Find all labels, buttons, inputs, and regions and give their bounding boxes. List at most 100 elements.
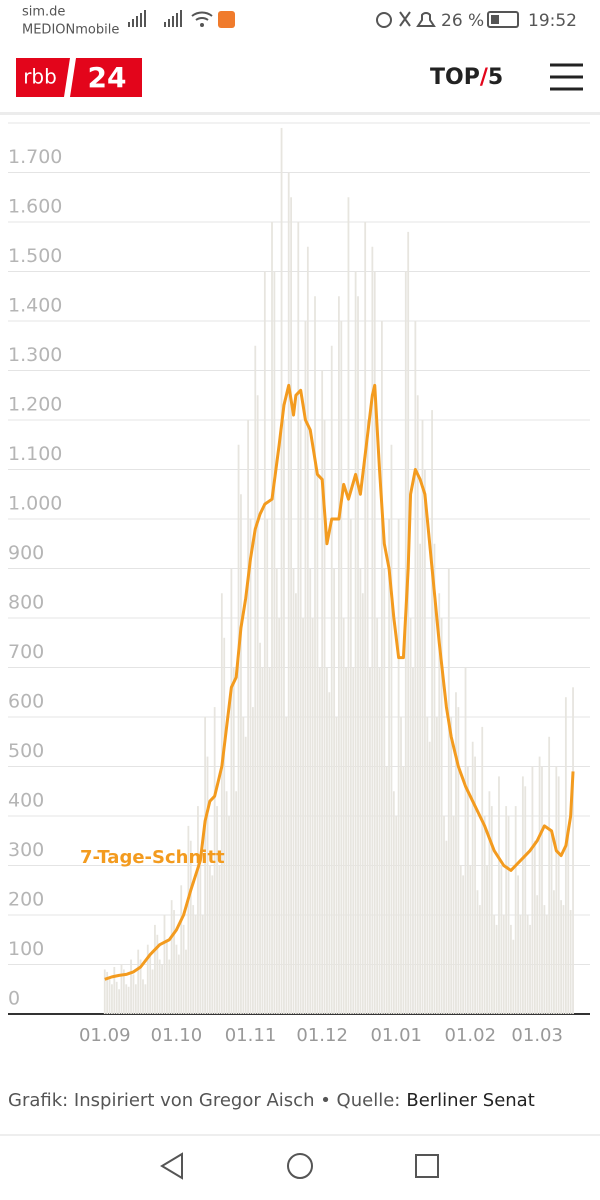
y-tick-label: 500 [8,740,44,762]
bar [526,915,529,1014]
bar [108,979,111,1014]
bar [572,687,574,1014]
bar [553,890,555,1014]
y-tick-label: 1.100 [8,443,62,465]
bar [545,915,548,1014]
bar [402,766,405,1014]
bar [412,667,414,1014]
bar [240,494,242,1014]
bar [490,806,493,1014]
bar [361,593,364,1014]
bar [395,816,398,1014]
y-tick-label: 1.500 [8,245,62,267]
bar [342,618,345,1014]
home-button[interactable] [287,1153,313,1179]
y-tick-label: 700 [8,641,44,663]
credit-line: Grafik: Inspiriert von Gregor Aisch • Qu… [8,1090,535,1111]
source-link[interactable]: Berliner Senat [406,1090,534,1111]
bar [378,667,381,1014]
bar [483,816,486,1014]
bar [261,667,264,1014]
bar [392,791,395,1014]
bar [306,246,309,1014]
bar [256,395,259,1014]
recents-button[interactable] [415,1154,439,1178]
x-tick-label: 01.02 [445,1025,497,1046]
y-tick-label: 1.600 [8,196,62,218]
bar [278,618,281,1014]
bar [185,949,187,1014]
clock: 19:52 [528,11,577,31]
top5-link[interactable]: TOP/5 [430,65,503,90]
network: MEDIONmobile [22,23,119,38]
bar [340,321,343,1014]
bar [321,370,324,1014]
bar [447,568,450,1014]
bar [569,910,572,1014]
bar [560,900,562,1014]
bar [388,519,390,1014]
bar [333,568,336,1014]
bar [548,736,551,1014]
bar [283,420,285,1014]
bar [230,568,233,1014]
bar [364,222,367,1014]
bar [407,231,410,1014]
bar [481,726,484,1014]
y-tick-label: 0 [8,988,20,1010]
bar [144,984,147,1014]
bar [249,519,252,1014]
bar [383,568,386,1014]
x-tick-label: 01.11 [225,1025,277,1046]
bar [199,865,202,1014]
bar [170,900,173,1014]
bar [507,816,510,1014]
bar [156,934,159,1014]
bar [397,519,400,1014]
bar [115,981,118,1014]
bar [345,667,347,1014]
bar [130,959,132,1014]
bar [328,692,331,1014]
logo-24: 24 [88,61,127,94]
bar [290,197,293,1014]
bar [273,271,276,1014]
bar [177,954,180,1014]
menu-button[interactable] [550,63,583,91]
bar [517,875,519,1014]
chart: 7-Tage-Schnitt 0 100 200 300 400 500 600 700 800 9… [8,97,590,1046]
bar [311,618,314,1014]
bar [373,271,376,1014]
bar [223,637,226,1014]
bar [495,924,498,1014]
bar [421,420,424,1014]
x-tick-label: 01.01 [370,1025,422,1046]
bar [259,642,261,1014]
bar [201,915,204,1014]
bar [330,345,333,1014]
bar [426,717,429,1014]
bar [455,692,457,1014]
bar [376,618,379,1014]
bar [469,865,472,1014]
x-tick-label: 01.10 [151,1025,203,1046]
battery-level: 26 % [441,11,484,31]
bar [381,321,383,1014]
bar [428,741,431,1014]
bar [146,944,149,1014]
bar [318,667,321,1014]
carrier: sim.de [22,5,65,20]
bar [409,618,412,1014]
bar [118,989,120,1014]
bar [180,885,183,1014]
bar [158,959,161,1014]
bar [431,410,433,1015]
logo[interactable]: rbb 24 [16,58,142,97]
y-tick-label: 300 [8,839,44,861]
bar [294,593,297,1014]
bar [103,969,106,1014]
back-button[interactable] [160,1152,183,1180]
y-tick-label: 1.400 [8,295,62,317]
bar [471,741,474,1014]
